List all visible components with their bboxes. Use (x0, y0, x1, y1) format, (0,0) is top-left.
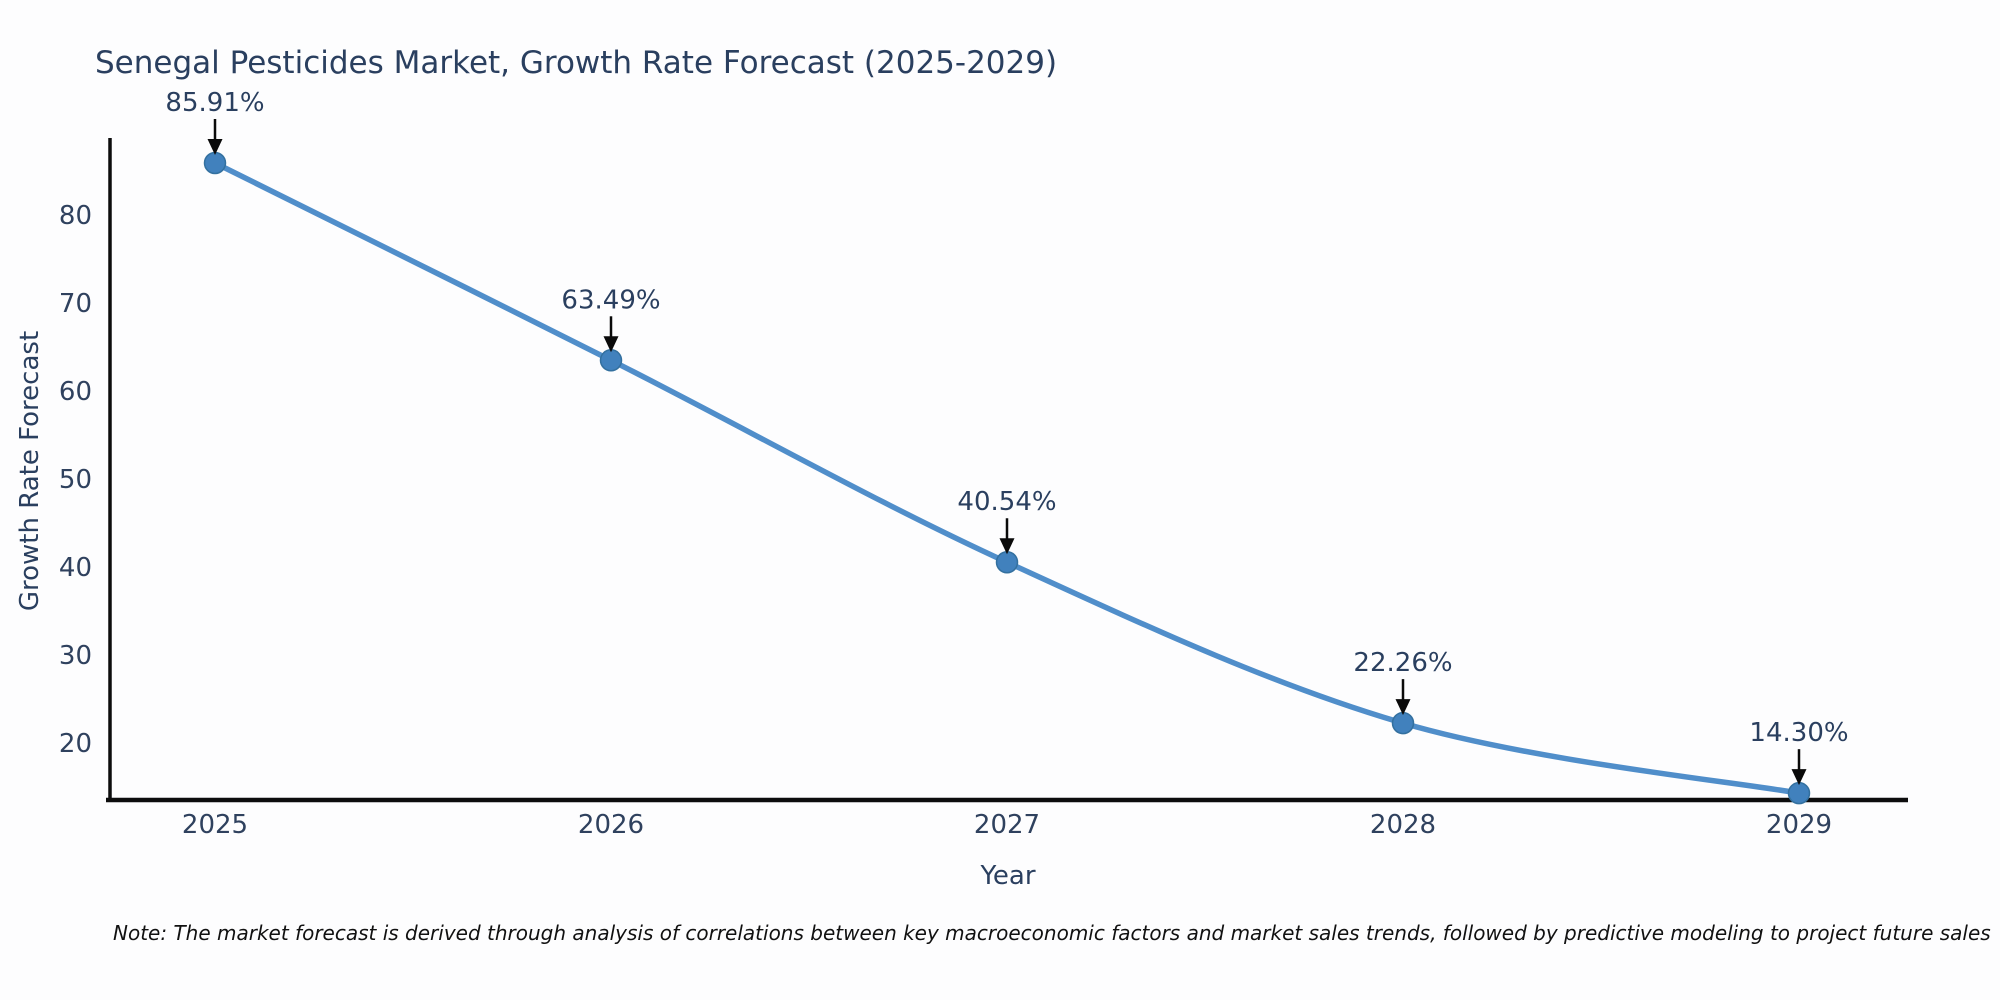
annotation-arrow-head-icon (1395, 699, 1411, 716)
data-point-marker (995, 550, 1019, 574)
y-tick-label: 70 (59, 289, 92, 319)
data-point-marker (203, 151, 227, 175)
y-axis-tick-labels: 20 30 40 50 60 70 80 (59, 201, 92, 759)
x-tick-label: 2026 (578, 810, 644, 840)
data-point-marker (1391, 711, 1415, 735)
x-tick-label: 2028 (1370, 810, 1436, 840)
y-tick-label: 80 (59, 201, 92, 231)
data-point-label: 22.26% (1353, 648, 1452, 678)
data-point-marker (1787, 781, 1811, 805)
y-tick-label: 50 (59, 465, 92, 495)
forecast-line-series (203, 151, 1811, 805)
chart-title: Senegal Pesticides Market, Growth Rate F… (95, 45, 1057, 81)
x-tick-label: 2029 (1766, 810, 1832, 840)
y-tick-label: 60 (59, 377, 92, 407)
annotation-arrow-head-icon (603, 336, 619, 353)
data-point-label: 63.49% (561, 285, 660, 315)
point-annotations: 85.91% 63.49% 40.54% 22.26% 14.30% (165, 88, 1849, 786)
y-tick-label: 30 (59, 641, 92, 671)
data-point-label: 14.30% (1749, 718, 1848, 748)
footnote: Note: The market forecast is derived thr… (113, 921, 1991, 945)
forecast-line (212, 160, 1802, 796)
annotation-arrow-head-icon (1791, 769, 1807, 786)
x-tick-label: 2025 (182, 810, 248, 840)
y-tick-label: 20 (59, 729, 92, 759)
annotation-arrow-head-icon (207, 138, 223, 155)
axis-spines (106, 138, 1908, 803)
x-axis-title: Year (979, 861, 1035, 891)
x-tick-label: 2027 (974, 810, 1040, 840)
annotation-arrow-head-icon (999, 538, 1015, 555)
data-point-marker (599, 349, 623, 372)
y-tick-label: 40 (59, 553, 92, 583)
data-point-label: 85.91% (165, 88, 264, 118)
x-axis-tick-labels: 2025 2026 2027 2028 2029 (182, 810, 1832, 840)
data-point-label: 40.54% (957, 487, 1056, 517)
y-axis-title: Growth Rate Forecast (15, 331, 45, 611)
